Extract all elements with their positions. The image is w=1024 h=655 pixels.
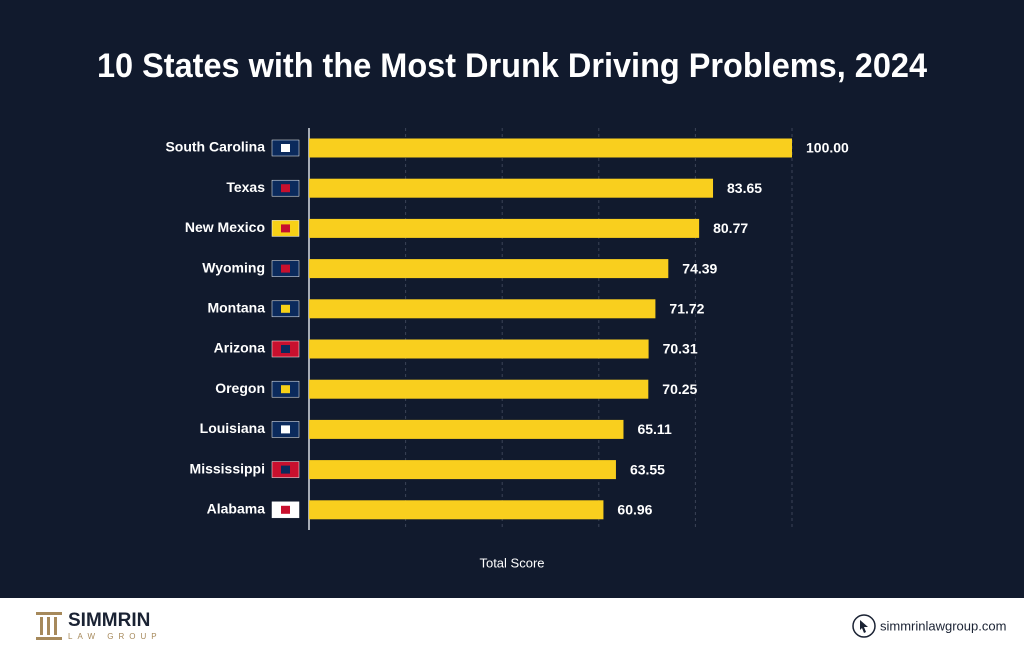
chart-title: 10 States with the Most Drunk Driving Pr…	[97, 47, 927, 85]
flag-detail	[281, 224, 290, 233]
value-label: 65.11	[637, 421, 671, 437]
value-label: 70.25	[662, 381, 697, 397]
flag-detail	[281, 505, 290, 514]
brand: SIMMRIN	[68, 610, 150, 631]
value-label: 83.65	[727, 180, 762, 196]
y-tick-label: Arizona	[214, 340, 266, 356]
flag-detail	[281, 184, 290, 193]
background	[0, 0, 1024, 598]
flag-detail	[281, 425, 290, 434]
plot: South Carolina 100.00 Texas 83.65 New Mexico…	[165, 128, 849, 530]
bar	[309, 460, 616, 480]
logo	[36, 612, 62, 640]
y-tick-label: South Carolina	[165, 139, 265, 155]
value-label: 71.72	[669, 301, 704, 317]
value-label: 100.00	[806, 140, 849, 156]
y-tick-label: Alabama	[207, 501, 266, 517]
value-label: 70.31	[663, 341, 698, 357]
bar	[309, 500, 604, 520]
y-tick-label: Texas	[226, 179, 265, 195]
y-tick-label: Montana	[207, 300, 265, 316]
flag-detail	[281, 264, 290, 273]
value-label: 60.96	[617, 502, 652, 518]
link-icon	[852, 614, 876, 638]
bar	[309, 339, 649, 359]
y-tick-label: Oregon	[215, 380, 265, 396]
flag-detail	[281, 345, 290, 353]
brand-sub: LAW GROUP	[68, 632, 162, 641]
value-label: 80.77	[713, 220, 748, 236]
y-tick-label: Wyoming	[202, 259, 265, 275]
bar	[309, 259, 669, 279]
y-tick-label: New Mexico	[185, 219, 265, 235]
value-label: 74.39	[682, 260, 717, 276]
cursor-icon	[860, 620, 868, 633]
bar	[309, 218, 700, 238]
value-label: 63.55	[630, 461, 665, 477]
footer-background	[0, 598, 1024, 655]
y-tick-label: Mississippi	[190, 460, 265, 476]
flag-detail	[281, 144, 290, 152]
bar	[309, 419, 624, 439]
flag-detail	[281, 465, 290, 474]
bar	[309, 138, 792, 158]
flag-detail	[281, 304, 290, 313]
bar	[309, 379, 649, 399]
website-url[interactable]: simmrinlawgroup.com	[880, 618, 1006, 633]
bar	[309, 299, 656, 319]
y-tick-label: Louisiana	[200, 420, 266, 436]
flag-detail	[281, 385, 290, 394]
bar	[309, 178, 714, 198]
x-axis-label: Total Score	[479, 555, 544, 570]
